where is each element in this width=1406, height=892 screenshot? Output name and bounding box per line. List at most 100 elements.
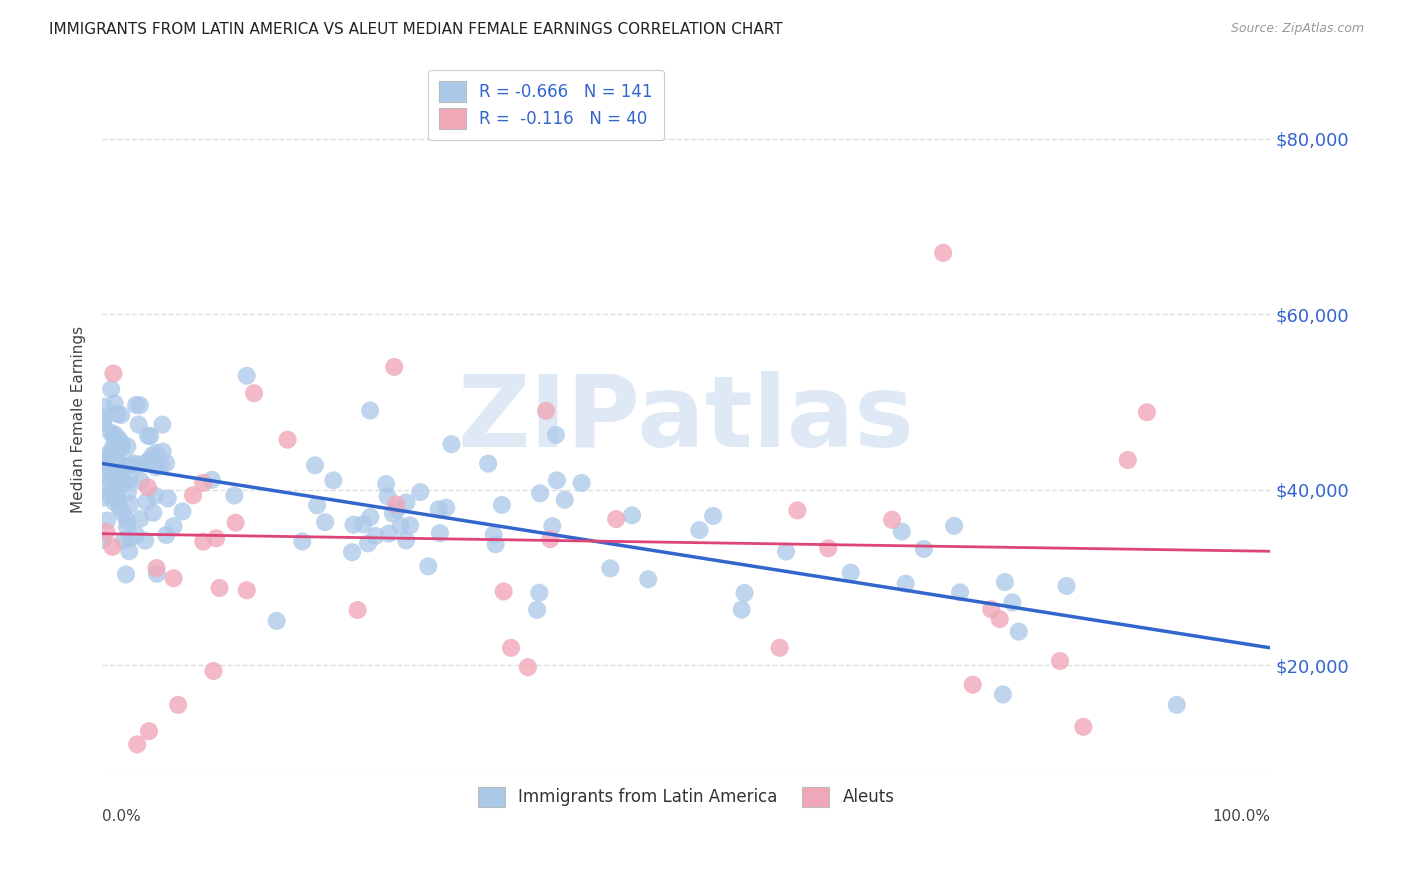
Point (477, 457, 499, 471)
Point (429, 526, 451, 541)
Point (382, 507, 405, 521)
Point (702, 508, 724, 523)
Legend: Immigrants from Latin America, Aleuts: Immigrants from Latin America, Aleuts (467, 775, 905, 819)
Point (943, 519, 966, 533)
Point (129, 512, 152, 526)
Point (201, 473, 224, 487)
Point (108, 471, 131, 485)
Point (93, 465, 115, 479)
Point (91, 491, 114, 505)
Point (382, 359, 405, 374)
Point (385, 497, 408, 511)
Point (202, 664, 225, 678)
Point (193, 534, 215, 549)
Point (96, 514, 118, 528)
Point (136, 454, 159, 468)
Point (817, 541, 839, 556)
Point (181, 488, 204, 502)
Point (516, 660, 538, 674)
Point (988, 612, 1011, 626)
Point (91, 480, 114, 494)
Point (145, 561, 167, 575)
Point (129, 474, 152, 488)
Point (492, 584, 515, 599)
Point (980, 602, 1002, 616)
Point (544, 428, 567, 442)
Point (107, 453, 129, 467)
Point (101, 441, 124, 455)
Point (136, 480, 159, 494)
Point (235, 583, 257, 598)
Point (205, 531, 228, 545)
Point (162, 519, 184, 533)
Text: 100.0%: 100.0% (1212, 809, 1270, 824)
Point (304, 458, 326, 473)
Point (962, 677, 984, 691)
Point (352, 517, 374, 532)
Point (395, 533, 418, 548)
Point (127, 737, 149, 751)
Point (932, 245, 955, 260)
Point (359, 510, 381, 524)
Point (224, 489, 246, 503)
Point (103, 367, 125, 381)
Point (115, 567, 138, 582)
Point (142, 506, 165, 520)
Point (138, 724, 160, 739)
Point (122, 456, 145, 470)
Point (112, 533, 135, 548)
Point (890, 524, 912, 539)
Point (117, 484, 139, 499)
Point (98, 465, 121, 479)
Point (104, 484, 127, 499)
Point (115, 513, 138, 527)
Point (120, 458, 142, 473)
Point (499, 640, 522, 655)
Point (377, 489, 399, 503)
Point (485, 537, 508, 551)
Point (96, 524, 118, 539)
Point (541, 519, 564, 533)
Point (114, 475, 136, 490)
Point (145, 460, 167, 475)
Point (482, 527, 505, 541)
Point (554, 492, 576, 507)
Point (118, 531, 141, 545)
Point (125, 398, 148, 412)
Point (100, 382, 122, 396)
Point (128, 458, 150, 472)
Point (1056, 579, 1078, 593)
Point (93, 400, 115, 414)
Point (571, 475, 593, 490)
Point (1073, 720, 1095, 734)
Point (167, 698, 190, 712)
Point (235, 368, 257, 383)
Point (1008, 624, 1031, 639)
Point (128, 417, 150, 432)
Point (605, 512, 627, 526)
Point (110, 442, 132, 456)
Point (387, 502, 409, 516)
Point (730, 602, 752, 616)
Point (599, 561, 621, 575)
Point (162, 571, 184, 585)
Point (94, 449, 117, 463)
Point (775, 544, 797, 558)
Point (534, 404, 557, 418)
Point (139, 429, 162, 443)
Point (912, 541, 935, 556)
Point (100, 425, 122, 440)
Point (440, 437, 463, 451)
Point (96, 450, 118, 465)
Point (526, 603, 548, 617)
Text: Source: ZipAtlas.com: Source: ZipAtlas.com (1230, 22, 1364, 36)
Point (546, 474, 568, 488)
Point (266, 614, 288, 628)
Point (1001, 595, 1024, 609)
Point (389, 518, 412, 533)
Point (172, 504, 194, 518)
Point (688, 523, 710, 537)
Point (105, 452, 128, 467)
Point (107, 432, 129, 446)
Point (111, 436, 134, 450)
